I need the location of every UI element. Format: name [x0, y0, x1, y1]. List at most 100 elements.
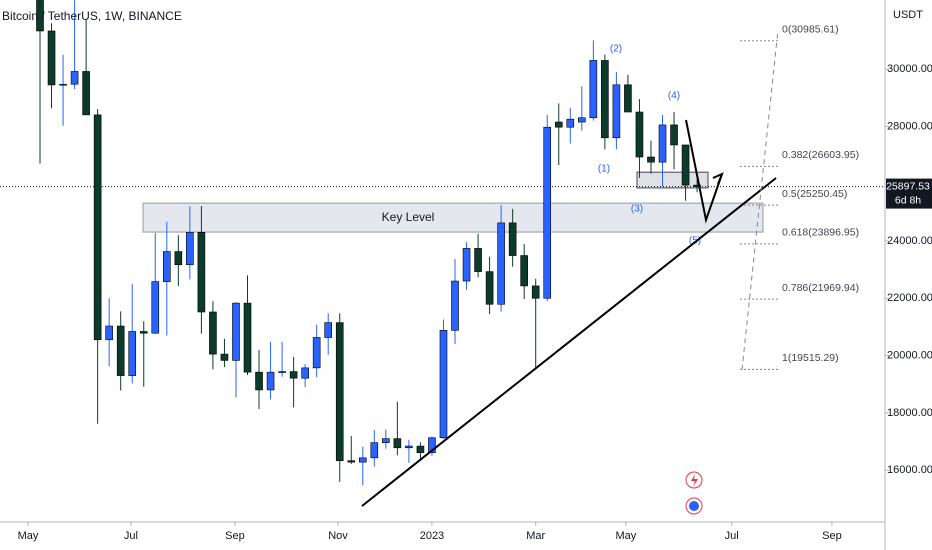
candle-body	[289, 371, 298, 379]
candle-body	[82, 71, 90, 116]
x-tick-label: May	[18, 530, 39, 542]
candle-body	[370, 442, 379, 459]
y-tick-label: 24000.00	[887, 235, 932, 247]
fib-diagonal	[741, 29, 779, 371]
candle-body	[382, 438, 390, 443]
y-tick-label: 20000.00	[887, 349, 932, 361]
candle-body	[151, 281, 160, 334]
candle-body	[428, 437, 436, 453]
flag-icon-inner	[689, 501, 699, 511]
countdown-label: 6d 8h	[895, 194, 921, 206]
wave-label: (3)	[631, 204, 643, 215]
wave-label: (2)	[610, 44, 622, 55]
y-tick-label: 18000.00	[887, 407, 932, 419]
last-price-label: 25897.53	[886, 180, 930, 192]
candle-body	[462, 248, 471, 282]
candle-body	[578, 117, 586, 123]
candle-body	[163, 251, 171, 282]
y-tick-label: 28000.00	[887, 120, 932, 132]
candle-body	[59, 83, 67, 86]
x-tick-label: Mar	[526, 530, 545, 542]
candle-body	[70, 71, 79, 85]
fib-level-label: 0.786(21969.94)	[782, 282, 859, 294]
candle-body	[197, 232, 206, 313]
candle-body	[243, 302, 252, 373]
y-tick-label: 16000.00	[887, 464, 932, 476]
key-level-zone	[142, 202, 764, 233]
candle-body	[566, 118, 575, 128]
candle-body	[485, 271, 494, 305]
fib-level-label: 0(30985.61)	[782, 24, 839, 36]
trendline	[361, 177, 777, 507]
candle-body	[693, 184, 701, 187]
candle-body	[624, 84, 632, 113]
candle-body	[128, 331, 137, 376]
candle-body	[335, 322, 344, 461]
lightning-icon	[691, 474, 698, 487]
candle-body	[681, 144, 690, 186]
x-tick-label: Sep	[225, 530, 245, 542]
x-tick-label: 2023	[420, 530, 444, 542]
candle-body	[508, 222, 517, 256]
candle-body	[531, 285, 540, 299]
fib-level-label: 0.618(23896.95)	[782, 227, 859, 239]
candle-body	[209, 311, 217, 355]
fib-level-label: 0.5(25250.45)	[782, 188, 847, 200]
x-tick-label: Sep	[822, 530, 842, 542]
price-axis	[885, 0, 932, 550]
candle-body	[416, 445, 425, 453]
candle-body	[47, 30, 56, 86]
candle-body	[612, 84, 621, 139]
candle-body	[301, 367, 309, 379]
candle-body	[658, 124, 667, 163]
candle-body	[278, 371, 286, 373]
chart-title: Bitcoin / TetherUS, 1W, BINANCE	[2, 9, 182, 23]
candle-body	[266, 371, 275, 391]
last-price-badge	[886, 178, 932, 209]
x-tick-label: May	[615, 530, 636, 542]
candle-body	[105, 325, 113, 341]
x-tick-label: Jul	[725, 530, 739, 542]
candle-body	[405, 445, 413, 449]
candle-body	[312, 337, 321, 369]
candle-body	[497, 222, 505, 305]
plot-area: Key Level 0(30985.61) 0.382(26603.95) 0.5(2…	[0, 0, 885, 486]
x-tick-label: Nov	[328, 530, 348, 542]
candle-body	[543, 126, 552, 299]
candle-body	[324, 322, 333, 338]
y-tick-label: 22000.00	[887, 292, 932, 304]
projection-arrow	[685, 119, 723, 224]
fib-level-label: 0.382(26603.95)	[782, 149, 859, 161]
candle-body	[139, 331, 148, 334]
candle-body	[647, 156, 655, 163]
fib-level-label: 1(19515.29)	[782, 352, 839, 364]
time-axis	[0, 522, 932, 550]
candle-body	[116, 325, 125, 376]
candle-body	[451, 280, 459, 331]
wave-label: (1)	[598, 164, 610, 175]
currency: USDT	[893, 9, 923, 21]
candle-body	[220, 353, 229, 361]
arrow-head	[712, 172, 724, 185]
wave-label: (4)	[668, 91, 680, 102]
candle-body	[186, 232, 194, 266]
candle-body	[393, 438, 402, 449]
candle-body	[347, 460, 356, 463]
key-level-label: Key Level	[382, 210, 435, 224]
candle-body	[93, 114, 102, 341]
candle-body	[520, 255, 528, 287]
candle-body	[358, 457, 367, 463]
candle-body	[232, 302, 240, 361]
candle-body	[255, 371, 263, 391]
y-tick-label: 30000.00	[887, 63, 932, 75]
candle-body	[174, 251, 183, 266]
candle-body	[554, 121, 563, 128]
candle-body	[36, 0, 44, 32]
candle-body	[635, 111, 644, 158]
small-zone	[636, 171, 709, 189]
x-tick-label: Jul	[124, 530, 138, 542]
candle-body	[439, 330, 448, 439]
candle-body	[670, 124, 678, 146]
candle-body	[474, 248, 482, 272]
